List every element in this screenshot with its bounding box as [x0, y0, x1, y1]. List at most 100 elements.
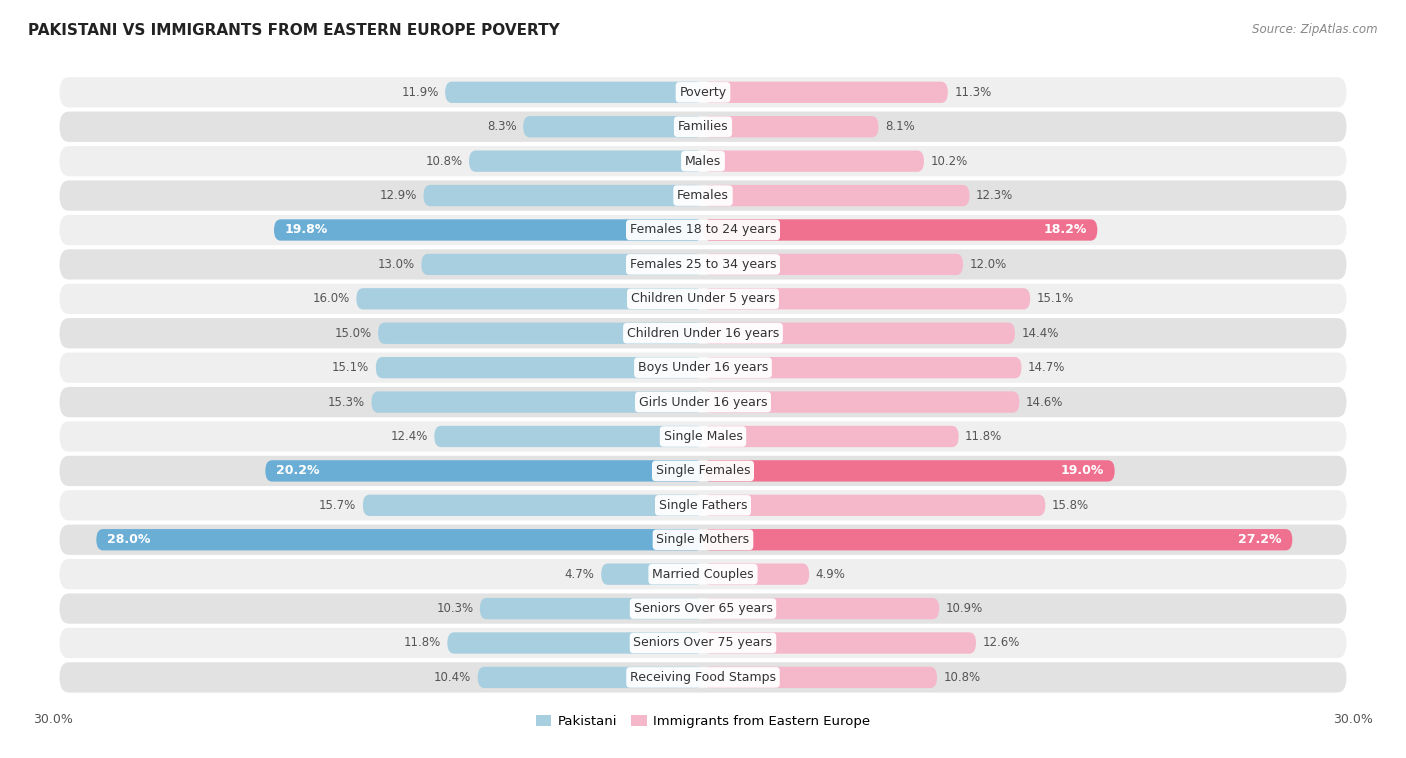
Text: 15.1%: 15.1% [332, 361, 370, 374]
Text: 10.2%: 10.2% [931, 155, 967, 168]
Text: 12.0%: 12.0% [970, 258, 1007, 271]
Text: 8.1%: 8.1% [884, 121, 915, 133]
Text: 13.0%: 13.0% [378, 258, 415, 271]
FancyBboxPatch shape [59, 146, 1347, 177]
Text: 18.2%: 18.2% [1043, 224, 1087, 236]
Text: 20.2%: 20.2% [276, 465, 319, 478]
FancyBboxPatch shape [274, 219, 703, 240]
FancyBboxPatch shape [97, 529, 703, 550]
FancyBboxPatch shape [59, 352, 1347, 383]
Text: Seniors Over 65 years: Seniors Over 65 years [634, 602, 772, 615]
Text: 10.9%: 10.9% [946, 602, 983, 615]
FancyBboxPatch shape [422, 254, 703, 275]
Legend: Pakistani, Immigrants from Eastern Europe: Pakistani, Immigrants from Eastern Europ… [530, 709, 876, 733]
Text: 14.6%: 14.6% [1026, 396, 1063, 409]
FancyBboxPatch shape [470, 151, 703, 172]
Text: Families: Families [678, 121, 728, 133]
Text: 10.4%: 10.4% [434, 671, 471, 684]
Text: 15.1%: 15.1% [1036, 293, 1074, 305]
Text: PAKISTANI VS IMMIGRANTS FROM EASTERN EUROPE POVERTY: PAKISTANI VS IMMIGRANTS FROM EASTERN EUR… [28, 23, 560, 38]
Text: 28.0%: 28.0% [107, 533, 150, 547]
Text: 12.9%: 12.9% [380, 189, 418, 202]
Text: 27.2%: 27.2% [1239, 533, 1281, 547]
FancyBboxPatch shape [434, 426, 703, 447]
Text: 15.0%: 15.0% [335, 327, 371, 340]
Text: 14.7%: 14.7% [1028, 361, 1066, 374]
FancyBboxPatch shape [478, 667, 703, 688]
FancyBboxPatch shape [356, 288, 703, 309]
FancyBboxPatch shape [59, 180, 1347, 211]
Text: 19.8%: 19.8% [285, 224, 328, 236]
FancyBboxPatch shape [703, 667, 936, 688]
FancyBboxPatch shape [703, 82, 948, 103]
FancyBboxPatch shape [523, 116, 703, 137]
Text: Females 25 to 34 years: Females 25 to 34 years [630, 258, 776, 271]
Text: 8.3%: 8.3% [486, 121, 516, 133]
FancyBboxPatch shape [602, 563, 703, 585]
Text: 10.8%: 10.8% [426, 155, 463, 168]
Text: 15.8%: 15.8% [1052, 499, 1090, 512]
Text: 15.7%: 15.7% [319, 499, 356, 512]
FancyBboxPatch shape [371, 391, 703, 413]
Text: 11.8%: 11.8% [404, 637, 441, 650]
FancyBboxPatch shape [703, 529, 1292, 550]
FancyBboxPatch shape [59, 249, 1347, 280]
Text: 12.4%: 12.4% [391, 430, 427, 443]
FancyBboxPatch shape [363, 495, 703, 516]
Text: Receiving Food Stamps: Receiving Food Stamps [630, 671, 776, 684]
FancyBboxPatch shape [703, 632, 976, 653]
Text: 19.0%: 19.0% [1060, 465, 1104, 478]
FancyBboxPatch shape [703, 563, 810, 585]
FancyBboxPatch shape [703, 391, 1019, 413]
FancyBboxPatch shape [59, 559, 1347, 589]
FancyBboxPatch shape [375, 357, 703, 378]
FancyBboxPatch shape [703, 357, 1022, 378]
Text: Children Under 16 years: Children Under 16 years [627, 327, 779, 340]
Text: 10.8%: 10.8% [943, 671, 980, 684]
Text: Poverty: Poverty [679, 86, 727, 99]
Text: 16.0%: 16.0% [312, 293, 350, 305]
FancyBboxPatch shape [703, 185, 970, 206]
Text: Single Females: Single Females [655, 465, 751, 478]
FancyBboxPatch shape [59, 421, 1347, 452]
FancyBboxPatch shape [703, 426, 959, 447]
FancyBboxPatch shape [703, 219, 1097, 240]
FancyBboxPatch shape [59, 77, 1347, 108]
Text: Seniors Over 75 years: Seniors Over 75 years [634, 637, 772, 650]
Text: Children Under 5 years: Children Under 5 years [631, 293, 775, 305]
Text: Males: Males [685, 155, 721, 168]
FancyBboxPatch shape [703, 323, 1015, 344]
FancyBboxPatch shape [59, 594, 1347, 624]
FancyBboxPatch shape [703, 151, 924, 172]
Text: 4.7%: 4.7% [565, 568, 595, 581]
FancyBboxPatch shape [703, 598, 939, 619]
Text: 12.6%: 12.6% [983, 637, 1019, 650]
Text: Married Couples: Married Couples [652, 568, 754, 581]
FancyBboxPatch shape [59, 215, 1347, 245]
Text: 4.9%: 4.9% [815, 568, 845, 581]
FancyBboxPatch shape [59, 387, 1347, 417]
FancyBboxPatch shape [447, 632, 703, 653]
FancyBboxPatch shape [59, 456, 1347, 486]
Text: 11.9%: 11.9% [401, 86, 439, 99]
FancyBboxPatch shape [479, 598, 703, 619]
Text: Boys Under 16 years: Boys Under 16 years [638, 361, 768, 374]
FancyBboxPatch shape [59, 283, 1347, 314]
FancyBboxPatch shape [59, 525, 1347, 555]
Text: Single Fathers: Single Fathers [659, 499, 747, 512]
FancyBboxPatch shape [59, 628, 1347, 658]
FancyBboxPatch shape [703, 495, 1045, 516]
Text: Girls Under 16 years: Girls Under 16 years [638, 396, 768, 409]
Text: 15.3%: 15.3% [328, 396, 366, 409]
Text: Source: ZipAtlas.com: Source: ZipAtlas.com [1253, 23, 1378, 36]
FancyBboxPatch shape [703, 460, 1115, 481]
Text: Females: Females [678, 189, 728, 202]
Text: 14.4%: 14.4% [1022, 327, 1059, 340]
FancyBboxPatch shape [59, 662, 1347, 693]
Text: 10.3%: 10.3% [436, 602, 474, 615]
Text: 11.3%: 11.3% [955, 86, 991, 99]
FancyBboxPatch shape [266, 460, 703, 481]
Text: Single Males: Single Males [664, 430, 742, 443]
FancyBboxPatch shape [703, 254, 963, 275]
Text: Females 18 to 24 years: Females 18 to 24 years [630, 224, 776, 236]
